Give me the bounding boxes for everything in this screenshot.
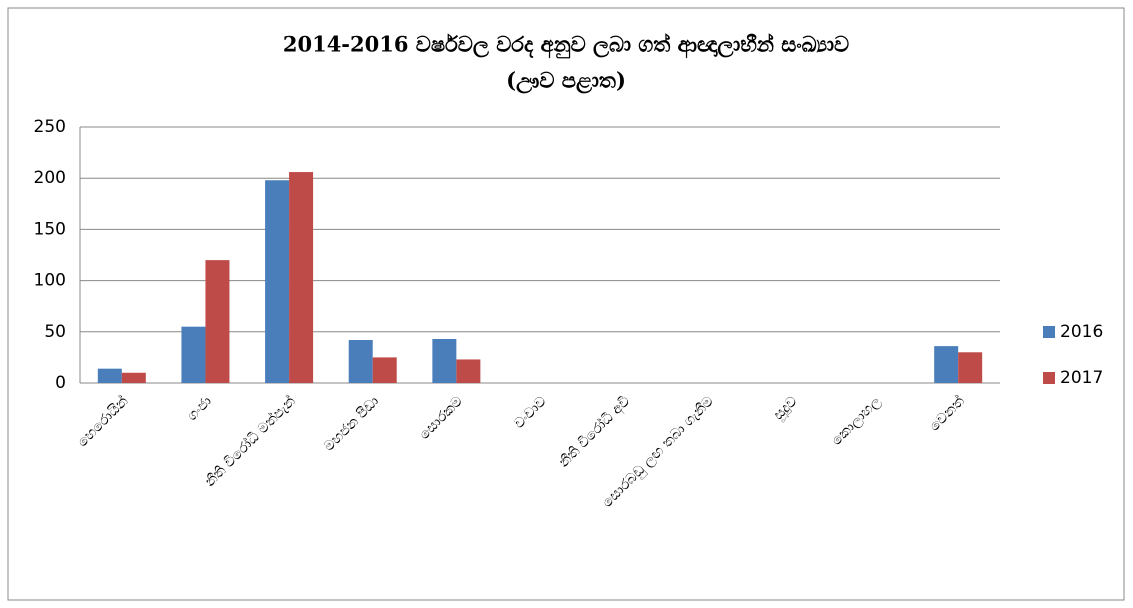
bar xyxy=(432,338,457,383)
bar xyxy=(265,180,290,383)
y-tick-label: 50 xyxy=(44,322,66,342)
bar xyxy=(348,339,373,383)
y-tick-label: 200 xyxy=(34,168,66,188)
y-tick-label: 250 xyxy=(34,117,66,137)
bar xyxy=(456,359,481,383)
y-tick-label: 150 xyxy=(34,219,66,239)
bar xyxy=(181,326,206,383)
legend-swatch xyxy=(1043,372,1055,384)
bar xyxy=(97,368,122,383)
bar xyxy=(289,172,314,383)
chart-frame xyxy=(7,7,1125,601)
legend-label: 2016 xyxy=(1060,322,1103,342)
bar xyxy=(372,357,397,383)
legend-label: 2017 xyxy=(1060,368,1103,388)
legend-swatch xyxy=(1043,326,1055,338)
bar xyxy=(205,260,230,383)
bar xyxy=(958,352,983,383)
bar xyxy=(121,372,146,383)
y-tick-label: 100 xyxy=(34,271,66,291)
chart-subtitle: (ඌව පළාත) xyxy=(506,68,626,95)
y-tick-label: 0 xyxy=(55,373,66,393)
bar xyxy=(934,346,959,383)
chart-title: 2014-2016 වර්ෂවල වරද අනුව ලබා ගත් ආඥාලාභ… xyxy=(283,32,849,60)
